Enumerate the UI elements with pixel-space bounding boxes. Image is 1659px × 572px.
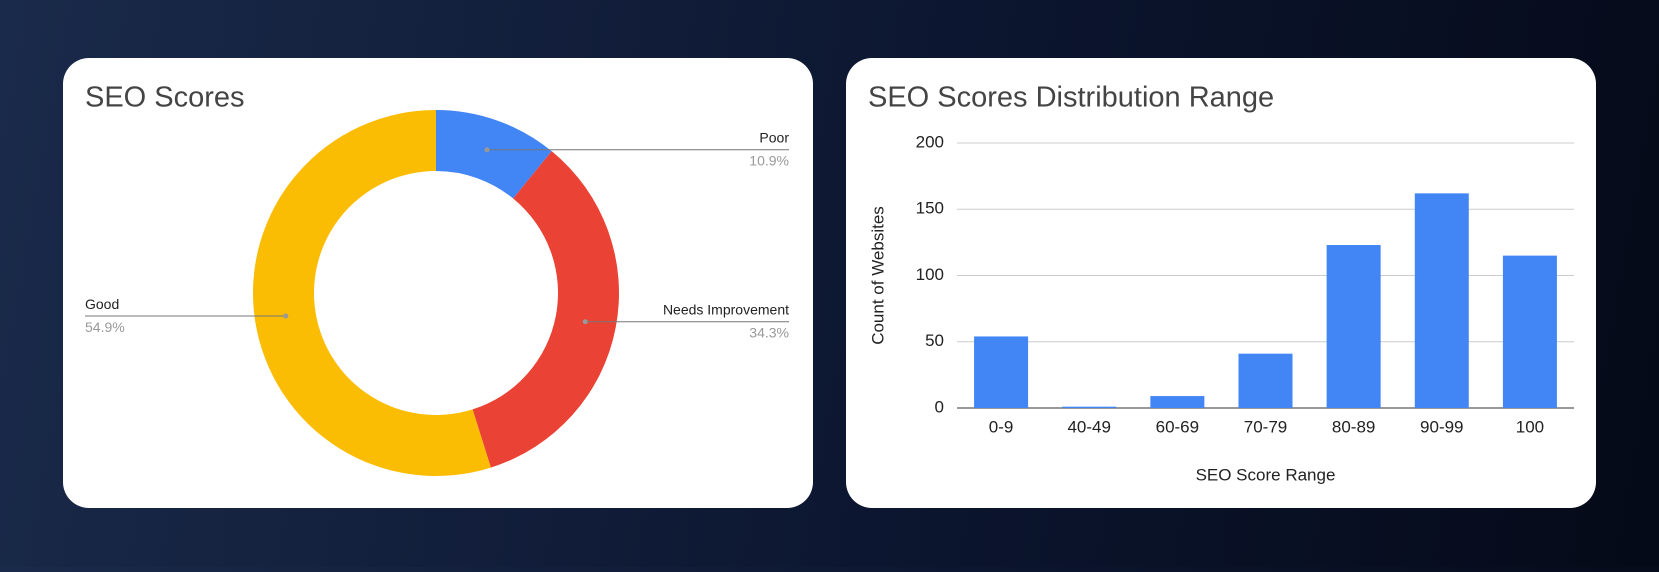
x-tick-label: 40-49 <box>1067 417 1110 436</box>
x-axis-label: SEO Score Range <box>1196 465 1336 484</box>
y-tick-label: 100 <box>916 265 944 284</box>
donut-slice <box>253 110 491 476</box>
bar <box>1238 353 1293 408</box>
y-tick-label: 150 <box>916 199 944 218</box>
x-tick-label: 60-69 <box>1156 417 1199 436</box>
card <box>63 58 813 508</box>
bar <box>1326 245 1381 408</box>
bar <box>1414 193 1469 408</box>
x-tick-label: 70-79 <box>1244 417 1287 436</box>
y-tick-label: 200 <box>916 132 944 151</box>
value-label: 54.9% <box>85 319 125 335</box>
value-label: 34.3% <box>749 324 789 340</box>
legend-label: Good <box>85 296 119 312</box>
chart-title: SEO Scores <box>85 82 245 114</box>
donut-slice <box>472 151 619 468</box>
value-label: 10.9% <box>749 153 789 169</box>
card <box>846 58 1596 508</box>
legend-label: Poor <box>759 130 789 146</box>
x-tick-label: 90-99 <box>1420 417 1463 436</box>
donut-slice <box>436 110 552 199</box>
y-axis-label: Count of Websites <box>868 206 887 345</box>
bar <box>974 336 1029 408</box>
bar <box>1150 396 1205 408</box>
y-tick-label: 0 <box>935 397 944 416</box>
chart-title: SEO Scores Distribution Range <box>868 82 1274 114</box>
leader-dot <box>283 313 289 319</box>
x-tick-label: 100 <box>1516 417 1544 436</box>
leader-dot <box>484 147 490 153</box>
bar <box>1062 406 1117 408</box>
y-tick-label: 50 <box>925 331 944 350</box>
leader-dot <box>582 319 588 325</box>
legend-label: Needs Improvement <box>663 301 789 317</box>
bar <box>1502 255 1557 408</box>
x-tick-label: 80-89 <box>1332 417 1375 436</box>
x-tick-label: 0-9 <box>989 417 1014 436</box>
